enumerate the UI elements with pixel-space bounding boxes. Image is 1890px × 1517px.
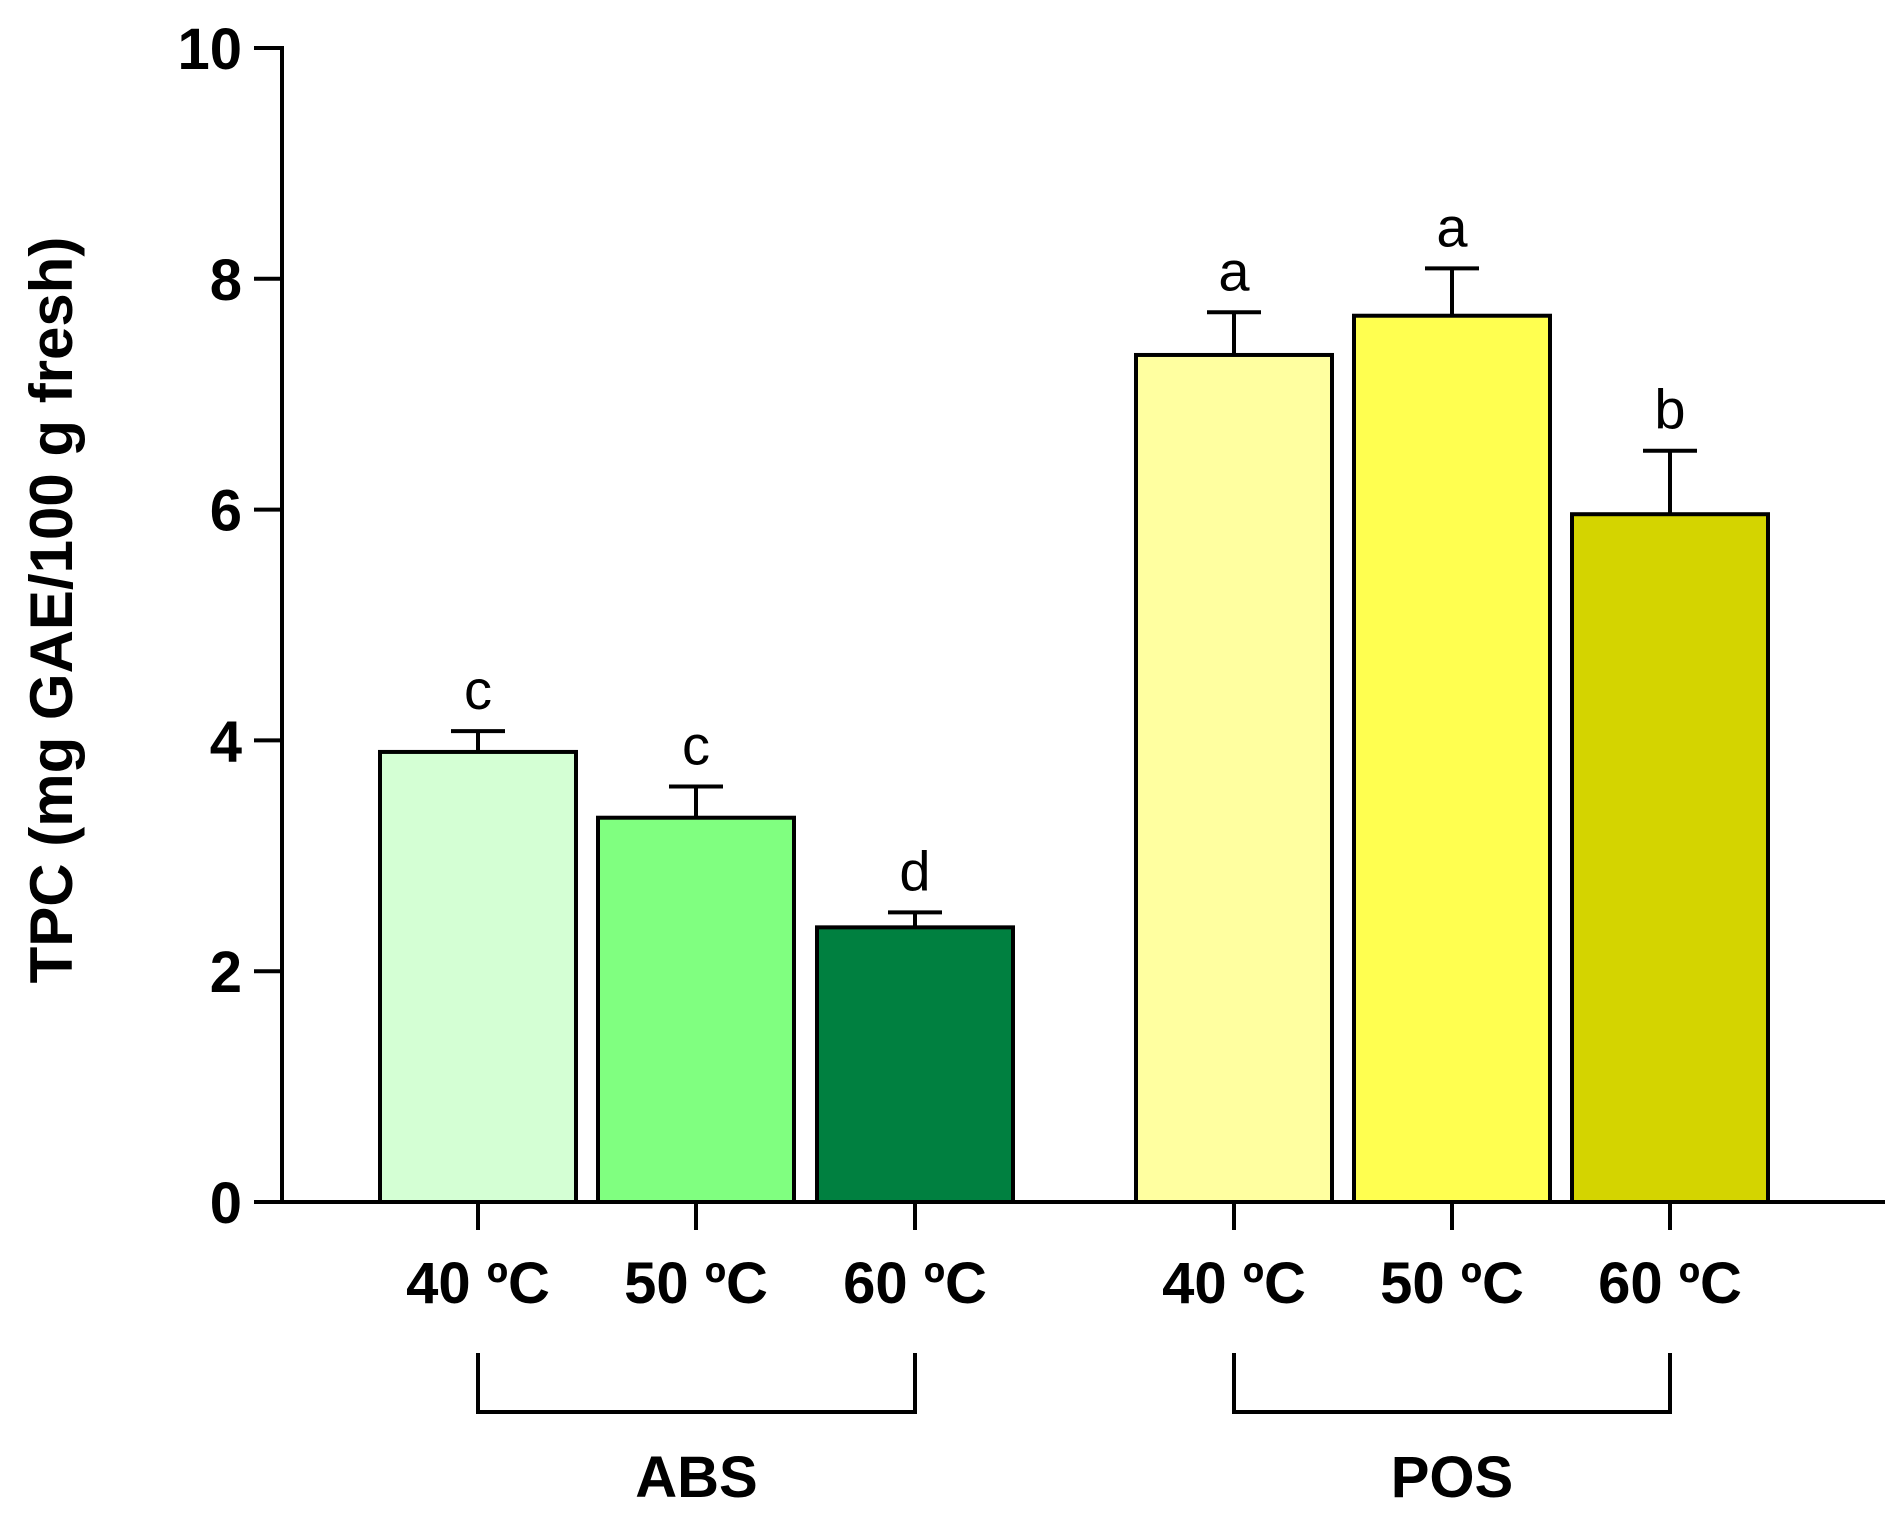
bar: [378, 749, 578, 1204]
bar: [1570, 512, 1770, 1204]
bar: [1134, 352, 1334, 1204]
bar: [596, 815, 796, 1205]
y-tick-label: 0: [210, 1171, 242, 1236]
significance-letter: a: [1218, 239, 1250, 302]
group-label: POS: [1391, 1445, 1514, 1510]
y-tick-label: 4: [210, 709, 242, 774]
significance-letter: d: [899, 839, 930, 902]
x-category-label: 60 ºC: [843, 1251, 987, 1316]
y-tick-label: 2: [210, 940, 242, 1005]
significance-letter: b: [1654, 378, 1685, 441]
labels: c 40 ºC c 50 ºC d 60 ºC ABS a 40 ºC a 50 ºC b 60 ºC P…: [406, 195, 1742, 1510]
y-tick-label: 10: [177, 17, 242, 82]
x-category-label: 50 ºC: [1380, 1251, 1524, 1316]
y-tick-label: 8: [210, 248, 242, 313]
y-axis-label: TPC (mg GAE/100 g fresh): [18, 237, 85, 984]
significance-letter: c: [464, 658, 492, 721]
x-category-label: 50 ºC: [624, 1251, 768, 1316]
y-tick-label: 6: [210, 479, 242, 544]
x-category-label: 40 ºC: [406, 1251, 550, 1316]
group-label: ABS: [635, 1445, 757, 1510]
bar: [1352, 313, 1552, 1204]
bar: [815, 925, 1015, 1205]
significance-letter: a: [1436, 195, 1468, 258]
significance-letter: c: [682, 714, 710, 777]
x-category-label: 60 ºC: [1598, 1251, 1742, 1316]
bars: [378, 266, 1770, 1205]
group-bracket: [1232, 1353, 1672, 1414]
group-bracket: [476, 1353, 917, 1414]
x-category-label: 40 ºC: [1162, 1251, 1306, 1316]
